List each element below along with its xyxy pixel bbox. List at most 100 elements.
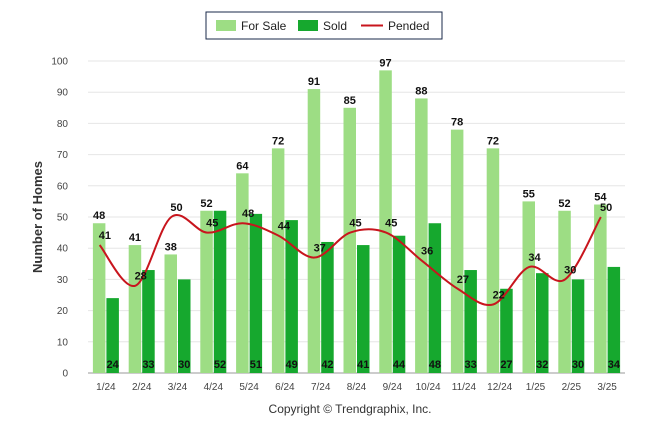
- data-label-for-sale: 64: [236, 160, 249, 172]
- legend-label-for-sale: For Sale: [241, 19, 287, 33]
- bar-sold: [428, 223, 442, 373]
- legend-label-sold: Sold: [323, 19, 347, 33]
- data-labels: 48 41 38 52 64 72 91 85 97 88 78 72 55 52 54 24 33 30 52 51…: [93, 57, 621, 371]
- data-label-sold: 30: [572, 359, 584, 371]
- x-tick-label: 5/24: [239, 382, 259, 393]
- bar-for-sale: [128, 245, 142, 373]
- data-label-sold: 52: [214, 359, 226, 371]
- y-tick-label: 40: [57, 244, 69, 255]
- bars: [92, 70, 621, 374]
- x-tick-label: 7/24: [311, 382, 331, 393]
- bar-for-sale: [200, 210, 213, 373]
- bar-for-sale: [486, 148, 500, 373]
- bar-for-sale: [164, 254, 177, 373]
- bar-sold: [607, 266, 621, 373]
- bar-for-sale: [343, 107, 356, 374]
- data-label-for-sale: 55: [523, 188, 535, 200]
- gridlines: [88, 60, 625, 374]
- bar-for-sale: [558, 210, 571, 373]
- y-tick-label: 0: [62, 369, 68, 380]
- data-label-pended: 34: [528, 252, 541, 264]
- bar-sold: [571, 279, 585, 373]
- legend-swatch-sold: [298, 20, 318, 31]
- data-label-for-sale: 52: [200, 198, 212, 210]
- bar-sold: [392, 235, 406, 373]
- bar-sold: [142, 270, 155, 373]
- bar-for-sale: [450, 129, 464, 373]
- bar-for-sale: [92, 223, 106, 373]
- data-label-pended: 41: [99, 230, 111, 242]
- x-tick-label: 4/24: [204, 382, 224, 393]
- bar-sold: [178, 279, 191, 373]
- x-tick-label: 12/24: [487, 382, 512, 393]
- bar-for-sale: [594, 204, 607, 373]
- bar-for-sale: [307, 89, 321, 373]
- data-label-for-sale: 48: [93, 210, 105, 222]
- data-label-pended: 50: [170, 202, 182, 214]
- data-label-pended: 28: [135, 271, 147, 283]
- legend: For Sale Sold Pended: [205, 11, 443, 40]
- data-label-for-sale: 78: [451, 117, 463, 129]
- data-label-pended: 45: [385, 218, 397, 230]
- data-label-sold: 48: [429, 359, 441, 371]
- data-label-pended: 36: [421, 246, 433, 258]
- x-tick-label: 1/25: [526, 382, 546, 393]
- y-tick-label: 60: [57, 181, 69, 192]
- data-label-pended: 50: [600, 202, 612, 214]
- legend-box: [205, 11, 443, 40]
- bar-sold: [357, 245, 370, 373]
- legend-swatch-for-sale: [216, 20, 236, 31]
- data-label-pended: 37: [314, 243, 326, 255]
- data-label-for-sale: 41: [129, 232, 141, 244]
- data-label-pended: 30: [564, 264, 576, 276]
- bar-for-sale: [379, 70, 392, 374]
- bar-sold: [213, 210, 227, 373]
- data-label-sold: 41: [357, 359, 369, 371]
- y-tick-label: 70: [57, 150, 69, 161]
- data-label-for-sale: 72: [487, 135, 499, 147]
- y-axis-label: Number of Homes: [30, 161, 45, 273]
- data-label-for-sale: 38: [165, 241, 177, 253]
- y-tick-label: 30: [57, 275, 69, 286]
- legend-label-pended: Pended: [388, 19, 429, 33]
- data-label-for-sale: 88: [415, 85, 427, 97]
- copyright: Copyright © Trendgraphix, Inc.: [269, 402, 432, 416]
- x-tick-label: 10/24: [416, 382, 441, 393]
- pended-line-group: [98, 214, 602, 307]
- data-label-for-sale: 52: [558, 198, 570, 210]
- x-tick-label: 3/25: [597, 382, 617, 393]
- data-label-sold: 42: [321, 359, 333, 371]
- x-axis-ticks: 1/24 2/24 3/24 4/24 5/24 6/24 7/24 8/24 9/24 10/2…: [96, 382, 617, 393]
- data-label-for-sale: 97: [379, 57, 391, 69]
- data-label-sold: 49: [286, 359, 298, 371]
- bar-for-sale: [522, 201, 535, 373]
- data-label-pended: 45: [349, 218, 361, 230]
- y-tick-label: 10: [57, 337, 69, 348]
- data-label-sold: 34: [608, 359, 621, 371]
- bar-for-sale: [236, 173, 249, 373]
- y-tick-label: 90: [57, 88, 69, 99]
- data-label-sold: 30: [178, 359, 190, 371]
- x-tick-label: 6/24: [275, 382, 295, 393]
- data-label-pended: 48: [242, 208, 254, 220]
- bar-sold: [285, 220, 298, 373]
- data-label-for-sale: 54: [594, 192, 607, 204]
- y-tick-label: 20: [57, 306, 69, 317]
- x-tick-label: 3/24: [168, 382, 188, 393]
- x-tick-label: 11/24: [452, 382, 477, 393]
- data-label-sold: 33: [142, 359, 154, 371]
- y-tick-label: 100: [51, 57, 68, 68]
- data-label-pended: 27: [457, 274, 469, 286]
- bar-sold: [321, 241, 334, 373]
- data-label-sold: 44: [393, 359, 406, 371]
- y-tick-label: 80: [57, 119, 69, 130]
- bar-sold: [536, 273, 549, 373]
- data-label-sold: 24: [107, 359, 120, 371]
- data-label-for-sale: 85: [344, 95, 356, 107]
- data-label-sold: 51: [250, 359, 262, 371]
- x-tick-label: 2/24: [132, 382, 152, 393]
- data-label-sold: 27: [500, 359, 512, 371]
- data-label-sold: 33: [465, 359, 477, 371]
- x-tick-label: 1/24: [96, 382, 116, 393]
